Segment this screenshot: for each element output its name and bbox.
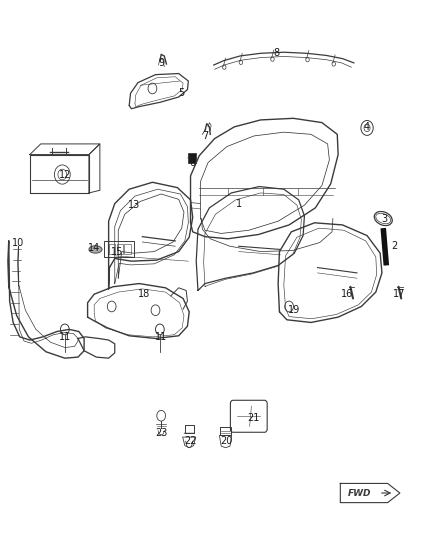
Text: 14: 14 [88, 243, 100, 253]
Text: 18: 18 [138, 289, 150, 299]
Text: 19: 19 [288, 305, 300, 315]
Text: 20: 20 [221, 437, 233, 446]
Text: FWD: FWD [347, 489, 371, 497]
Text: 1: 1 [236, 199, 242, 208]
Text: 16: 16 [341, 289, 353, 299]
Text: 11: 11 [155, 332, 167, 342]
Text: 6: 6 [190, 158, 196, 167]
Text: 15: 15 [111, 247, 124, 256]
Text: 8: 8 [273, 49, 279, 58]
Text: 17: 17 [393, 289, 406, 299]
Text: 3: 3 [381, 214, 388, 223]
Text: 22: 22 [184, 437, 197, 446]
Text: 7: 7 [202, 131, 208, 141]
Bar [117, 244, 123, 254]
Text: 2: 2 [391, 241, 397, 251]
Text: 21: 21 [247, 414, 259, 423]
Text: 13: 13 [127, 200, 140, 210]
Bar [124, 244, 131, 254]
Bar [104, 241, 134, 257]
Bar [109, 244, 115, 254]
Ellipse shape [89, 246, 102, 253]
Text: 5: 5 [179, 88, 185, 98]
Text: 10: 10 [12, 238, 25, 247]
Text: 11: 11 [59, 332, 71, 342]
Text: 12: 12 [59, 170, 71, 180]
Bar [188, 153, 196, 163]
Text: 9: 9 [158, 58, 164, 68]
Text: 23: 23 [155, 428, 167, 438]
Text: 4: 4 [364, 122, 370, 132]
